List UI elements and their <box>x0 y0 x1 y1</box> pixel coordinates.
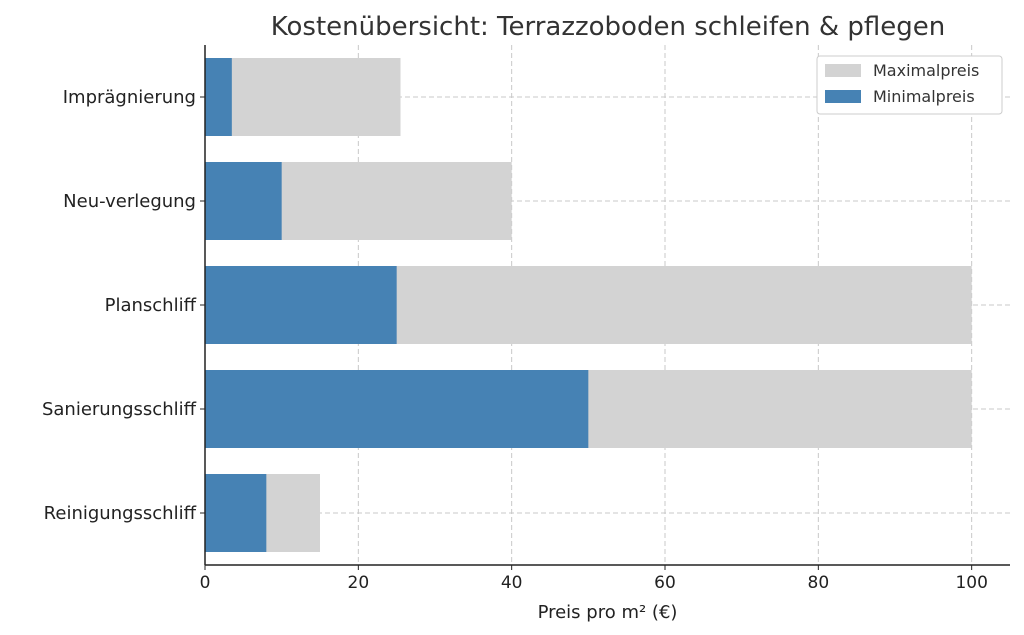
x-tick-label: 0 <box>200 573 211 593</box>
y-tick-label: Neu-verlegung <box>63 191 196 212</box>
x-tick-label: 60 <box>654 573 676 593</box>
bar-minimalpreis-3 <box>205 370 589 448</box>
bar-minimalpreis-0 <box>205 58 232 136</box>
bar-minimalpreis-4 <box>205 474 267 552</box>
x-tick-label: 40 <box>501 573 523 593</box>
legend-swatch-1 <box>825 90 861 103</box>
bar-minimalpreis-1 <box>205 162 282 240</box>
x-tick-label: 80 <box>808 573 830 593</box>
x-axis-label: Preis pro m² (€) <box>538 602 678 623</box>
x-tick-label: 100 <box>955 573 987 593</box>
y-tick-label: Imprägnierung <box>63 87 196 108</box>
chart-title: Kostenübersicht: Terrazzoboden schleifen… <box>271 12 946 42</box>
x-tick-label: 20 <box>348 573 370 593</box>
bar-minimalpreis-2 <box>205 266 397 344</box>
legend-swatch-0 <box>825 64 861 77</box>
bar-maximalpreis-0 <box>205 58 401 136</box>
legend-label: Maximalpreis <box>873 61 979 80</box>
y-tick-label: Sanierungsschliff <box>42 399 197 420</box>
y-tick-label: Planschliff <box>105 295 197 316</box>
y-tick-label: Reinigungsschliff <box>44 503 197 524</box>
legend-label: Minimalpreis <box>873 87 975 106</box>
legend <box>816 55 1003 115</box>
